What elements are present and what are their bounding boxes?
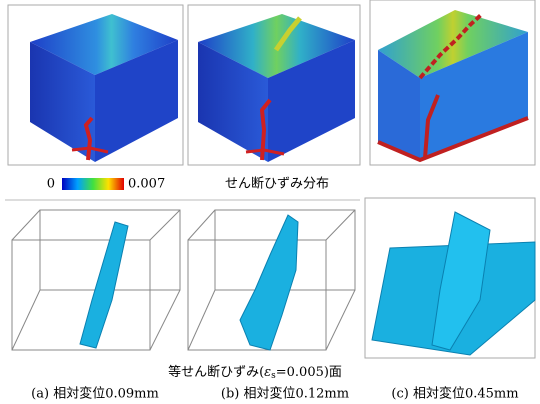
caption: (a) 相対変位0.09mm bbox=[31, 386, 159, 402]
caption: (b) 相対変位0.12mm bbox=[221, 386, 349, 402]
label-part: 等せん断ひずみ( bbox=[168, 364, 264, 380]
isosurface-label: 等せん断ひずみ(εs=0.005)面 bbox=[168, 364, 342, 381]
colorbar-min: 0 bbox=[47, 177, 55, 192]
isosurface-panels bbox=[12, 198, 535, 358]
label-symbol: ε bbox=[264, 365, 271, 380]
colorbar: 0 0.007 bbox=[47, 177, 166, 192]
strain-panels bbox=[8, 0, 535, 165]
cube-a bbox=[12, 210, 180, 350]
colorbar-scale bbox=[62, 178, 124, 190]
label-part: =0.005)面 bbox=[276, 365, 342, 380]
block-a bbox=[30, 14, 178, 162]
block-b bbox=[198, 14, 355, 162]
cube-c bbox=[365, 198, 535, 358]
block-c bbox=[378, 10, 528, 160]
colorbar-max: 0.007 bbox=[128, 177, 165, 192]
figure: 0 0.007 せん断ひずみ分布 等せん断ひずみ(εs=0.005)面 (a) … bbox=[0, 0, 540, 404]
cube-b bbox=[188, 210, 355, 350]
caption: (c) 相対変位0.45mm bbox=[391, 386, 518, 402]
strain-label: せん断ひずみ分布 bbox=[225, 177, 329, 192]
